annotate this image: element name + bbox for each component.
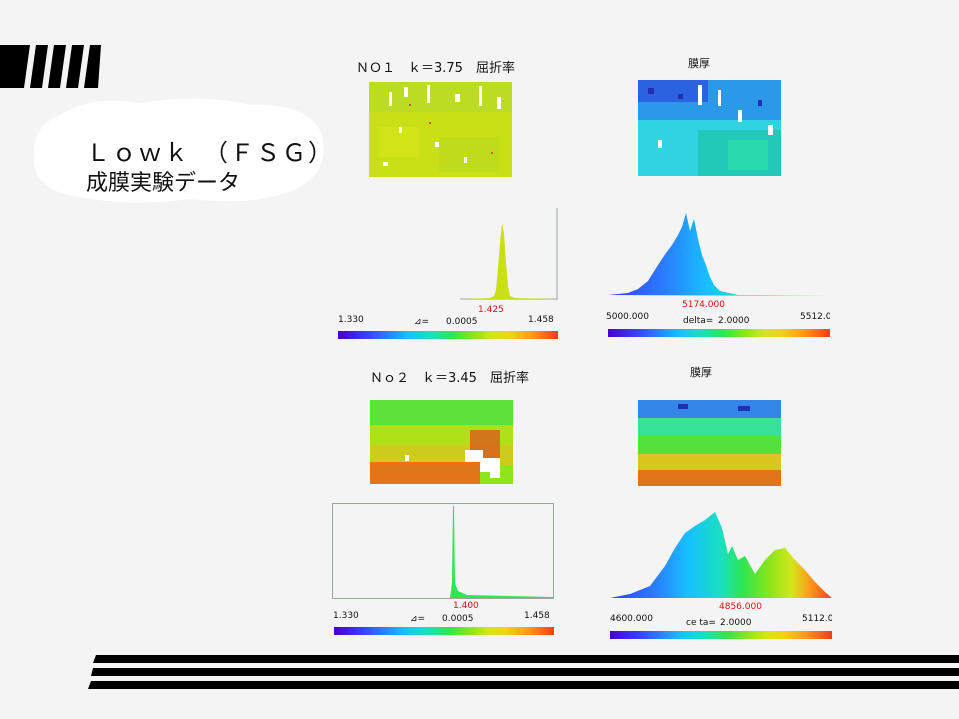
page-subtitle: 成膜実験データ <box>86 171 241 196</box>
sample1-thickness-map <box>638 80 781 176</box>
sample2-refr-peak: 1.400 <box>453 601 479 611</box>
sample2-thickness-title: 膜厚 <box>690 366 712 379</box>
sample2-refractive-histogram <box>332 503 554 599</box>
sample2-thick-colorbar <box>610 631 832 639</box>
sample1-thickness-title: 膜厚 <box>688 57 710 70</box>
sample1-refractive-map <box>369 82 512 177</box>
sample2-refr-delta-label: ⊿= <box>410 614 426 624</box>
sample1-refractive-title: ＮＯ１ ｋ＝3.75 屈折率 <box>356 61 515 76</box>
sample1-thick-max: 5512.0 <box>800 312 830 322</box>
sample2-refractive-title: Ｎｏ２ ｋ＝3.45 屈折率 <box>370 371 529 386</box>
sample1-thick-min: 5000.000 <box>606 312 649 322</box>
sample2-refr-delta-value: 0.0005 <box>442 614 474 624</box>
sample2-refr-colorbar <box>334 627 554 635</box>
sample2-thick-min: 4600.000 <box>610 614 653 624</box>
sample1-refr-peak: 1.425 <box>478 305 504 315</box>
sample1-refr-colorbar <box>338 331 558 339</box>
sample1-thick-colorbar <box>608 329 830 337</box>
sample1-thick-peak: 5174.000 <box>682 300 725 310</box>
sample2-thick-peak: 4856.000 <box>719 602 762 612</box>
sample1-thick-delta-value: 2.0000 <box>718 316 750 326</box>
sample1-thickness-histogram <box>608 213 830 296</box>
bottom-stripes-decoration <box>88 655 959 689</box>
sample1-thick-delta-label: delta= <box>683 316 714 326</box>
sample2-refractive-map <box>370 400 513 484</box>
sample2-thickness-histogram <box>610 512 832 598</box>
sample1-refr-max: 1.458 <box>528 315 554 325</box>
sample2-refr-min: 1.330 <box>333 611 359 621</box>
sample2-refr-max: 1.458 <box>524 611 550 621</box>
sample2-thickness-map <box>638 400 781 486</box>
corner-stripes-decoration <box>0 45 101 88</box>
page-title: Ｌｏｗｋ （ＦＳＧ） <box>86 139 334 167</box>
sample1-refractive-histogram <box>460 208 558 300</box>
title-cloud-shape <box>33 98 324 203</box>
sample2-thick-delta-label: ce ta= <box>686 618 716 628</box>
sample1-refr-min: 1.330 <box>338 315 364 325</box>
sample2-thick-max: 5112.0 <box>802 614 832 624</box>
sample1-refr-delta-value: 0.0005 <box>446 317 478 327</box>
sample2-thick-delta-value: 2.0000 <box>720 618 752 628</box>
sample1-refr-delta-label: ⊿= <box>414 317 430 327</box>
